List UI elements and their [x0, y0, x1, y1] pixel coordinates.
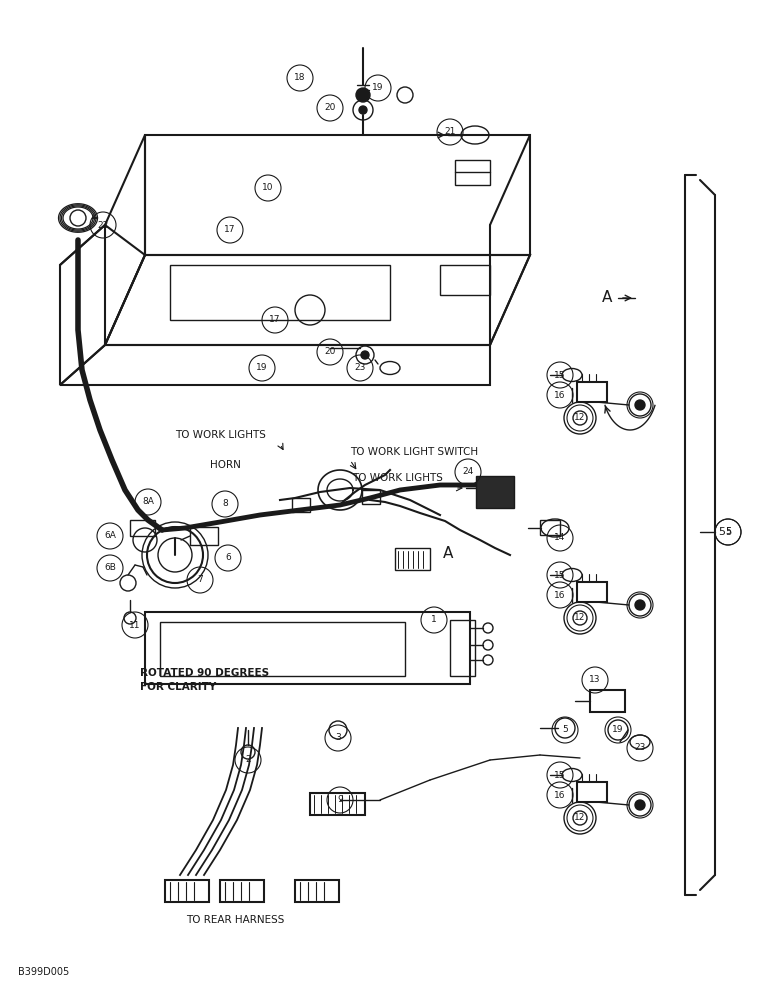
Bar [577, 382, 607, 402]
Text: 20: 20 [324, 104, 336, 112]
Bar [577, 782, 607, 802]
Text: ROTATED 90 DEGREES
FOR CLARITY: ROTATED 90 DEGREES FOR CLARITY [140, 668, 269, 692]
Text: 15: 15 [554, 370, 566, 379]
Text: 19: 19 [612, 726, 624, 734]
Text: 19: 19 [256, 363, 268, 372]
Bar [440, 265, 490, 295]
Text: 17: 17 [269, 316, 281, 324]
Text: 11: 11 [129, 620, 141, 630]
Circle shape [635, 600, 645, 610]
Text: 6B: 6B [104, 564, 116, 572]
Text: 13: 13 [589, 676, 601, 684]
Text: 5: 5 [725, 528, 731, 536]
Bar [476, 476, 514, 508]
Text: 16: 16 [554, 590, 566, 599]
Text: 2: 2 [245, 756, 251, 764]
Text: B399D005: B399D005 [18, 967, 69, 977]
Text: 12: 12 [574, 613, 586, 622]
Text: 4: 4 [637, 400, 643, 410]
Circle shape [356, 88, 370, 102]
Text: 5: 5 [562, 726, 568, 734]
Text: 4: 4 [637, 800, 643, 810]
Bar [450, 620, 475, 676]
Text: 6: 6 [225, 554, 231, 562]
Text: 22: 22 [97, 221, 109, 230]
Circle shape [635, 800, 645, 810]
Circle shape [635, 400, 645, 410]
Text: HORN: HORN [210, 460, 241, 470]
Text: 9: 9 [337, 796, 343, 804]
Text: 7: 7 [197, 576, 203, 584]
Bar [292, 498, 310, 512]
Bar [220, 880, 264, 902]
Circle shape [359, 106, 367, 114]
Text: 10: 10 [262, 184, 274, 192]
Bar [590, 690, 625, 712]
Text: 1: 1 [431, 615, 437, 624]
Text: 23: 23 [354, 363, 366, 372]
Bar [310, 793, 365, 815]
Text: 19: 19 [372, 84, 384, 93]
Text: 17: 17 [224, 226, 235, 234]
Text: A: A [443, 546, 453, 562]
Text: 18: 18 [294, 74, 306, 83]
Text: 16: 16 [554, 390, 566, 399]
Text: 5: 5 [725, 527, 731, 537]
Text: 15: 15 [554, 770, 566, 780]
Text: TO WORK LIGHTS: TO WORK LIGHTS [352, 473, 443, 483]
Bar [540, 520, 560, 535]
Text: 12: 12 [574, 414, 586, 422]
Bar [295, 880, 339, 902]
Text: 23: 23 [635, 744, 645, 752]
Text: TO REAR HARNESS: TO REAR HARNESS [186, 915, 284, 925]
Text: 12: 12 [574, 814, 586, 822]
Text: 16: 16 [554, 790, 566, 800]
Text: TO WORK LIGHT SWITCH: TO WORK LIGHT SWITCH [350, 447, 478, 457]
Bar [170, 265, 390, 320]
Text: 8A: 8A [142, 497, 154, 506]
Text: 3: 3 [335, 734, 341, 742]
Text: 14: 14 [554, 534, 566, 542]
Bar [395, 548, 430, 570]
Bar [145, 612, 470, 684]
Bar [160, 622, 405, 676]
Text: 4: 4 [637, 600, 643, 609]
Bar [577, 582, 607, 602]
Circle shape [361, 351, 369, 359]
Text: 5: 5 [718, 527, 725, 537]
Text: TO WORK LIGHTS: TO WORK LIGHTS [175, 430, 266, 440]
Text: 24: 24 [462, 468, 474, 477]
Text: 8: 8 [222, 499, 228, 508]
Bar [165, 880, 209, 902]
Bar [130, 520, 155, 536]
Text: 21: 21 [445, 127, 455, 136]
Bar [190, 527, 218, 545]
Bar [455, 160, 490, 185]
Text: 15: 15 [554, 570, 566, 580]
Text: 20: 20 [324, 348, 336, 357]
Bar [362, 490, 380, 504]
Text: A: A [602, 290, 612, 306]
Text: 6A: 6A [104, 532, 116, 540]
